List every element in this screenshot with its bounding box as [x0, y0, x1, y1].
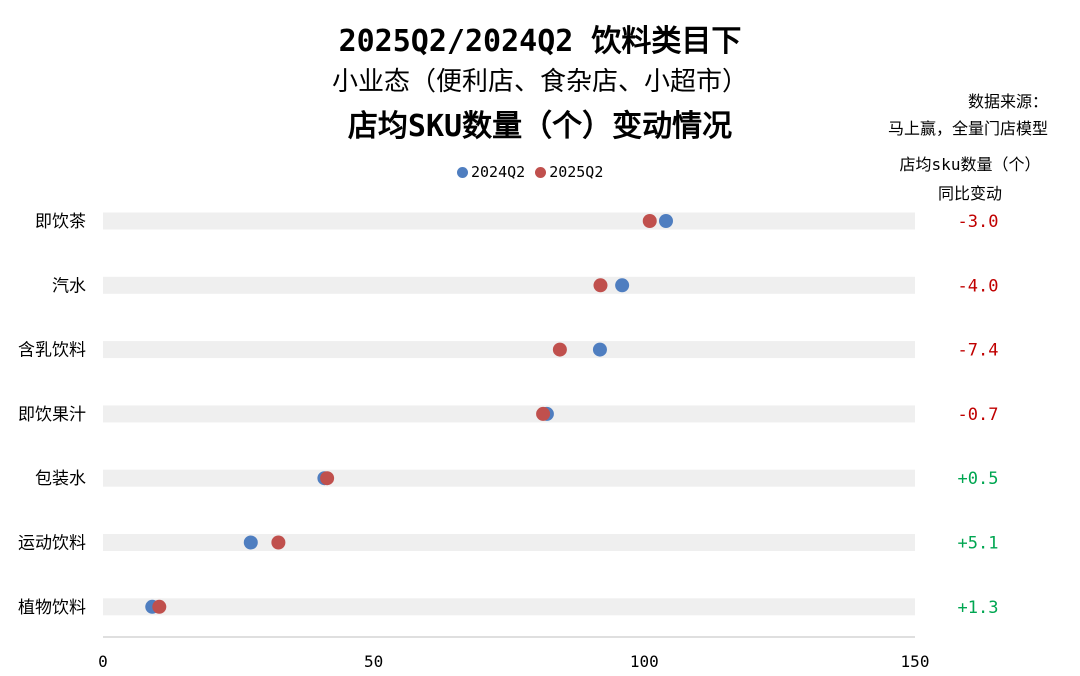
change-value: -4.0: [958, 276, 999, 296]
category-label: 运动饮料: [18, 534, 86, 554]
legend-label-2024: 2024Q2: [471, 163, 526, 181]
row-track: [103, 276, 915, 294]
category-label: 汽水: [52, 276, 86, 296]
x-tick-label: 150: [901, 652, 930, 671]
point-2024q2: [243, 535, 258, 550]
change-value: -3.0: [958, 212, 999, 232]
point-2024q2: [615, 278, 630, 293]
change-column-header-line-2: 同比变动: [937, 184, 1002, 203]
category-label: 包装水: [35, 469, 86, 489]
change-column-header-line-1: 店均sku数量（个）: [899, 155, 1041, 174]
change-value: +5.1: [958, 534, 999, 554]
point-2025q2: [271, 535, 286, 550]
point-2025q2: [320, 471, 335, 486]
chart-title-line-2: 小业态（便利店、食杂店、小超市）: [331, 67, 748, 97]
category-label: 即饮茶: [35, 212, 86, 232]
change-value: +1.3: [958, 598, 999, 618]
row-track: [103, 212, 915, 230]
x-tick-label: 50: [364, 652, 383, 671]
point-2025q2: [642, 214, 657, 228]
legend-label-2025: 2025Q2: [549, 163, 604, 181]
legend-item-2024: 2024Q2: [457, 163, 525, 181]
point-2025q2: [152, 599, 167, 614]
change-value: -0.7: [958, 405, 999, 425]
row-track: [103, 405, 915, 423]
row-track: [103, 341, 915, 359]
chart-title-line-3: 店均SKU数量（个）变动情况: [347, 109, 733, 144]
legend-item-2025: 2025Q2: [535, 163, 603, 181]
row-track: [103, 469, 915, 487]
category-label: 含乳饮料: [18, 341, 86, 361]
legend-marker-2025: [535, 166, 547, 178]
change-value: -7.4: [958, 341, 999, 361]
point-2025q2: [536, 406, 551, 421]
category-label: 植物饮料: [18, 598, 86, 618]
source-value: 马上赢，全量门店模型: [887, 119, 1048, 138]
row-track: [103, 534, 915, 551]
chart-title-line-1: 2025Q2/2024Q2 饮料类目下: [338, 24, 742, 59]
x-tick-label: 0: [98, 652, 108, 671]
point-2025q2: [593, 278, 608, 293]
legend-marker-2024: [457, 166, 468, 178]
point-2024q2: [592, 342, 607, 357]
change-value: +0.5: [958, 469, 999, 489]
point-2025q2: [552, 342, 567, 357]
x-tick-label: 100: [630, 652, 659, 671]
legend: 2024Q2 2025Q2: [457, 163, 613, 181]
point-2024q2: [658, 214, 673, 228]
row-track: [103, 598, 915, 616]
category-label: 即饮果汁: [18, 405, 86, 425]
source-label: 数据来源：: [967, 92, 1048, 111]
